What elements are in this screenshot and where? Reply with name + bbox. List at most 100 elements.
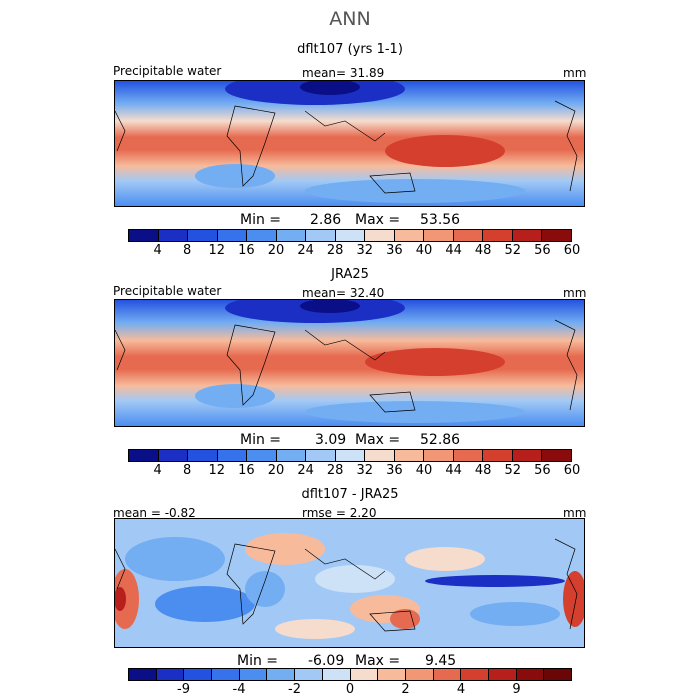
colorbar-tick-label: 16 bbox=[238, 463, 255, 478]
colorbar-tick-label: 44 bbox=[445, 243, 462, 258]
colorbar-tick-label: 60 bbox=[563, 243, 581, 258]
panel-2-colorbar-ticks: 4 8 12 16 20 24 28 32 36 40 44 48 52 56 60 bbox=[128, 463, 580, 479]
colorbar-swatch bbox=[516, 669, 545, 680]
colorbar-swatch bbox=[461, 669, 489, 680]
panel-2-colorbar bbox=[128, 449, 572, 462]
panel-2-map bbox=[114, 299, 585, 427]
panel-1-field-label: Precipitable water bbox=[113, 64, 222, 78]
colorbar-tick-label: 8 bbox=[183, 463, 192, 478]
colorbar-tick-label: 32 bbox=[356, 463, 374, 478]
colorbar-tick-label: 24 bbox=[297, 463, 314, 478]
colorbar-swatch bbox=[129, 669, 157, 680]
colorbar-tick-label: 0 bbox=[345, 682, 355, 697]
colorbar-tick-label: 52 bbox=[504, 243, 522, 258]
colorbar-tick-label: 56 bbox=[534, 243, 551, 258]
colorbar-tick-label: 28 bbox=[326, 243, 344, 258]
colorbar-tick-label: -9 bbox=[177, 682, 190, 697]
panel-1-max-label: Max = bbox=[355, 212, 401, 228]
colorbar-swatch bbox=[212, 669, 240, 680]
panel-3-unit: mm bbox=[563, 506, 587, 520]
colorbar-tick-label: 28 bbox=[326, 463, 344, 478]
panel-2-heatmap bbox=[115, 300, 584, 426]
colorbar-swatch bbox=[542, 450, 571, 461]
colorbar-tick-label: 2 bbox=[401, 682, 410, 697]
colorbar-tick-label: 4 bbox=[456, 682, 466, 697]
colorbar-swatch bbox=[394, 450, 425, 461]
panel-1-unit: mm bbox=[563, 66, 587, 80]
colorbar-tick-label: 16 bbox=[238, 243, 255, 258]
colorbar-swatch bbox=[483, 230, 513, 241]
colorbar-swatch bbox=[512, 230, 543, 241]
panel-3-colorbar bbox=[128, 668, 572, 681]
colorbar-swatch bbox=[217, 230, 248, 241]
colorbar-swatch bbox=[239, 669, 268, 680]
panel-1-map bbox=[114, 80, 585, 207]
colorbar-swatch bbox=[365, 450, 395, 461]
colorbar-swatch bbox=[184, 669, 213, 680]
figure-title: ANN bbox=[329, 8, 371, 30]
panel-2-max-label: Max = bbox=[355, 432, 401, 448]
colorbar-tick-label: 36 bbox=[386, 243, 403, 258]
colorbar-swatch bbox=[247, 230, 277, 241]
colorbar-swatch bbox=[158, 230, 189, 241]
colorbar-tick-label: 9 bbox=[512, 682, 521, 697]
colorbar-swatch bbox=[156, 669, 185, 680]
colorbar-swatch bbox=[217, 450, 248, 461]
colorbar-tick-label: 4 bbox=[153, 243, 162, 258]
panel-1-min-label: Min = bbox=[240, 212, 282, 228]
panel-3-mean: mean = -0.82 bbox=[113, 506, 196, 520]
colorbar-tick-label: 4 bbox=[153, 463, 162, 478]
panel-2-mean: mean= 32.40 bbox=[302, 286, 385, 300]
panel-1-colorbar bbox=[128, 229, 572, 242]
colorbar-swatch bbox=[276, 450, 307, 461]
colorbar-swatch bbox=[295, 669, 323, 680]
colorbar-swatch bbox=[335, 450, 366, 461]
colorbar-swatch bbox=[544, 669, 571, 680]
colorbar-tick-label: -2 bbox=[288, 682, 301, 697]
panel-3-heatmap bbox=[115, 519, 584, 647]
colorbar-tick-label: -4 bbox=[232, 682, 246, 697]
colorbar-tick-label: 36 bbox=[386, 463, 403, 478]
colorbar-swatch bbox=[512, 450, 543, 461]
colorbar-swatch bbox=[378, 669, 406, 680]
colorbar-swatch bbox=[433, 669, 462, 680]
colorbar-tick-label: 20 bbox=[267, 463, 285, 478]
panel-3-min-label: Min = bbox=[237, 653, 279, 669]
colorbar-tick-label: 48 bbox=[474, 243, 492, 258]
colorbar-tick-label: 40 bbox=[415, 463, 433, 478]
colorbar-tick-label: 32 bbox=[356, 243, 374, 258]
colorbar-swatch bbox=[129, 230, 159, 241]
colorbar-tick-label: 52 bbox=[504, 463, 522, 478]
colorbar-swatch bbox=[335, 230, 366, 241]
colorbar-swatch bbox=[188, 450, 218, 461]
panel-2-min-label: Min = bbox=[240, 432, 282, 448]
colorbar-swatch bbox=[276, 230, 307, 241]
colorbar-tick-label: 20 bbox=[267, 243, 285, 258]
panel-1-colorbar-ticks: 4 8 12 16 20 24 28 32 36 40 44 48 52 56 60 bbox=[128, 243, 580, 259]
panel-3-map bbox=[114, 518, 585, 648]
colorbar-swatch bbox=[350, 669, 379, 680]
colorbar-swatch bbox=[306, 450, 336, 461]
colorbar-tick-label: 60 bbox=[563, 463, 581, 478]
panel-3-title: dflt107 - JRA25 bbox=[301, 487, 399, 502]
colorbar-tick-label: 8 bbox=[183, 243, 192, 258]
colorbar-tick-label: 44 bbox=[445, 463, 462, 478]
colorbar-swatch bbox=[405, 669, 434, 680]
colorbar-tick-label: 56 bbox=[534, 463, 551, 478]
panel-3-max-label: Max = bbox=[355, 653, 401, 669]
colorbar-swatch bbox=[158, 450, 189, 461]
panel-1-heatmap bbox=[115, 81, 584, 206]
colorbar-swatch bbox=[453, 230, 484, 241]
colorbar-swatch bbox=[322, 669, 351, 680]
colorbar-swatch bbox=[542, 230, 571, 241]
colorbar-swatch bbox=[424, 450, 454, 461]
colorbar-swatch bbox=[453, 450, 484, 461]
panel-2-field-label: Precipitable water bbox=[113, 284, 222, 298]
panel-3-max-value: 9.45 bbox=[425, 653, 457, 669]
colorbar-tick-label: 12 bbox=[208, 243, 226, 258]
colorbar-swatch bbox=[365, 230, 395, 241]
colorbar-swatch bbox=[483, 450, 513, 461]
panel-1-mean: mean= 31.89 bbox=[302, 66, 385, 80]
panel-1-title: dflt107 (yrs 1-1) bbox=[297, 42, 403, 57]
panel-3-min-value: -6.09 bbox=[308, 653, 345, 669]
